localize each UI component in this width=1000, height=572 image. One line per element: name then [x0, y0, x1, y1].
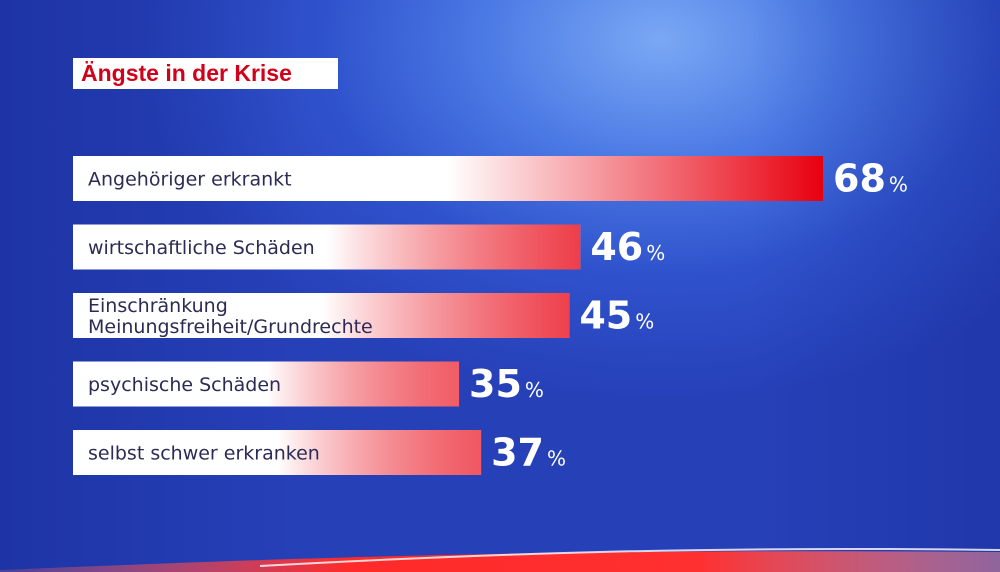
bar	[73, 224, 581, 270]
bar	[73, 156, 823, 201]
value-label: 37%	[491, 431, 566, 475]
value-label: 45%	[579, 294, 654, 338]
category-label: psychische Schäden	[88, 374, 281, 396]
bar	[73, 361, 460, 407]
value-label: 35%	[469, 362, 544, 406]
value-label: 46%	[590, 225, 665, 269]
category-label: Angehöriger erkrankt	[88, 169, 292, 191]
bottom-red-wave	[0, 547, 1000, 572]
category-label: Einschränkung Meinungsfreiheit/Grundrecht…	[88, 295, 373, 338]
chart-title: Ängste in der Krise	[73, 58, 338, 89]
category-label: selbst schwer erkranken	[88, 443, 320, 465]
value-label: 68%	[833, 157, 908, 201]
category-label: wirtschaftliche Schäden	[88, 237, 315, 259]
bar	[73, 293, 570, 338]
bar	[73, 430, 482, 475]
